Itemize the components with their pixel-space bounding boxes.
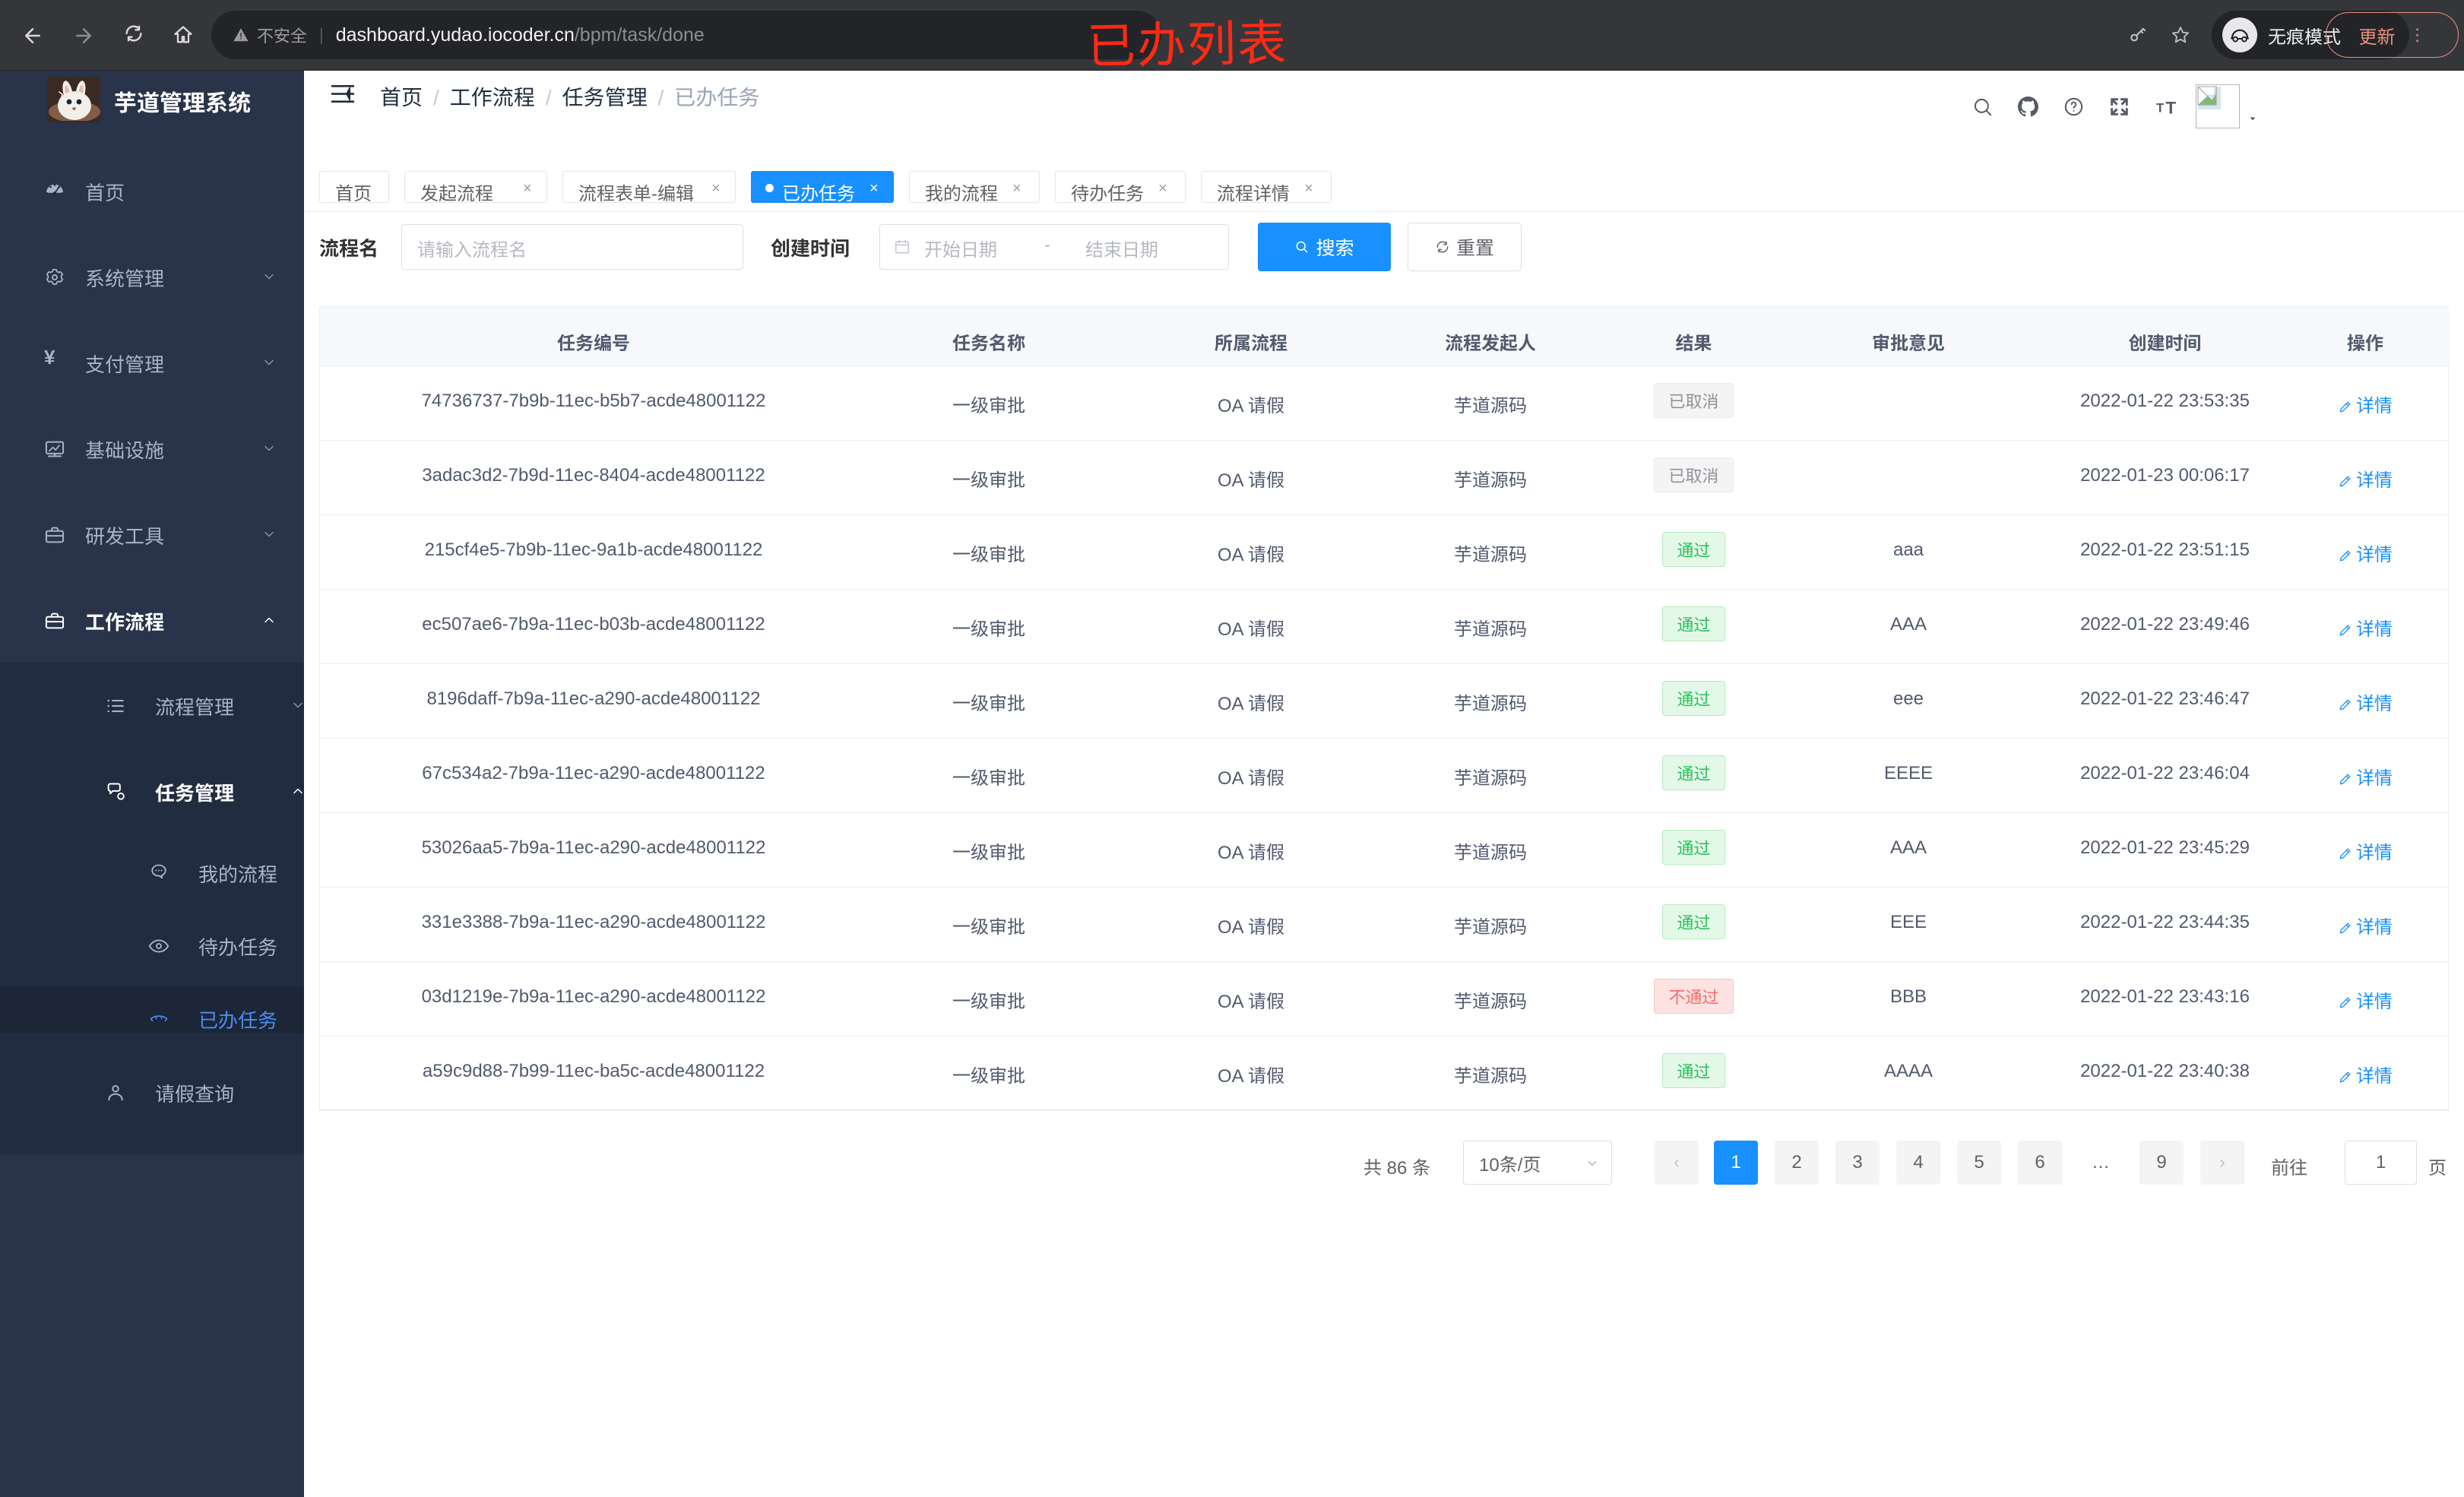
svg-text:T: T [2165,99,2176,118]
svg-text:T: T [2156,100,2165,115]
